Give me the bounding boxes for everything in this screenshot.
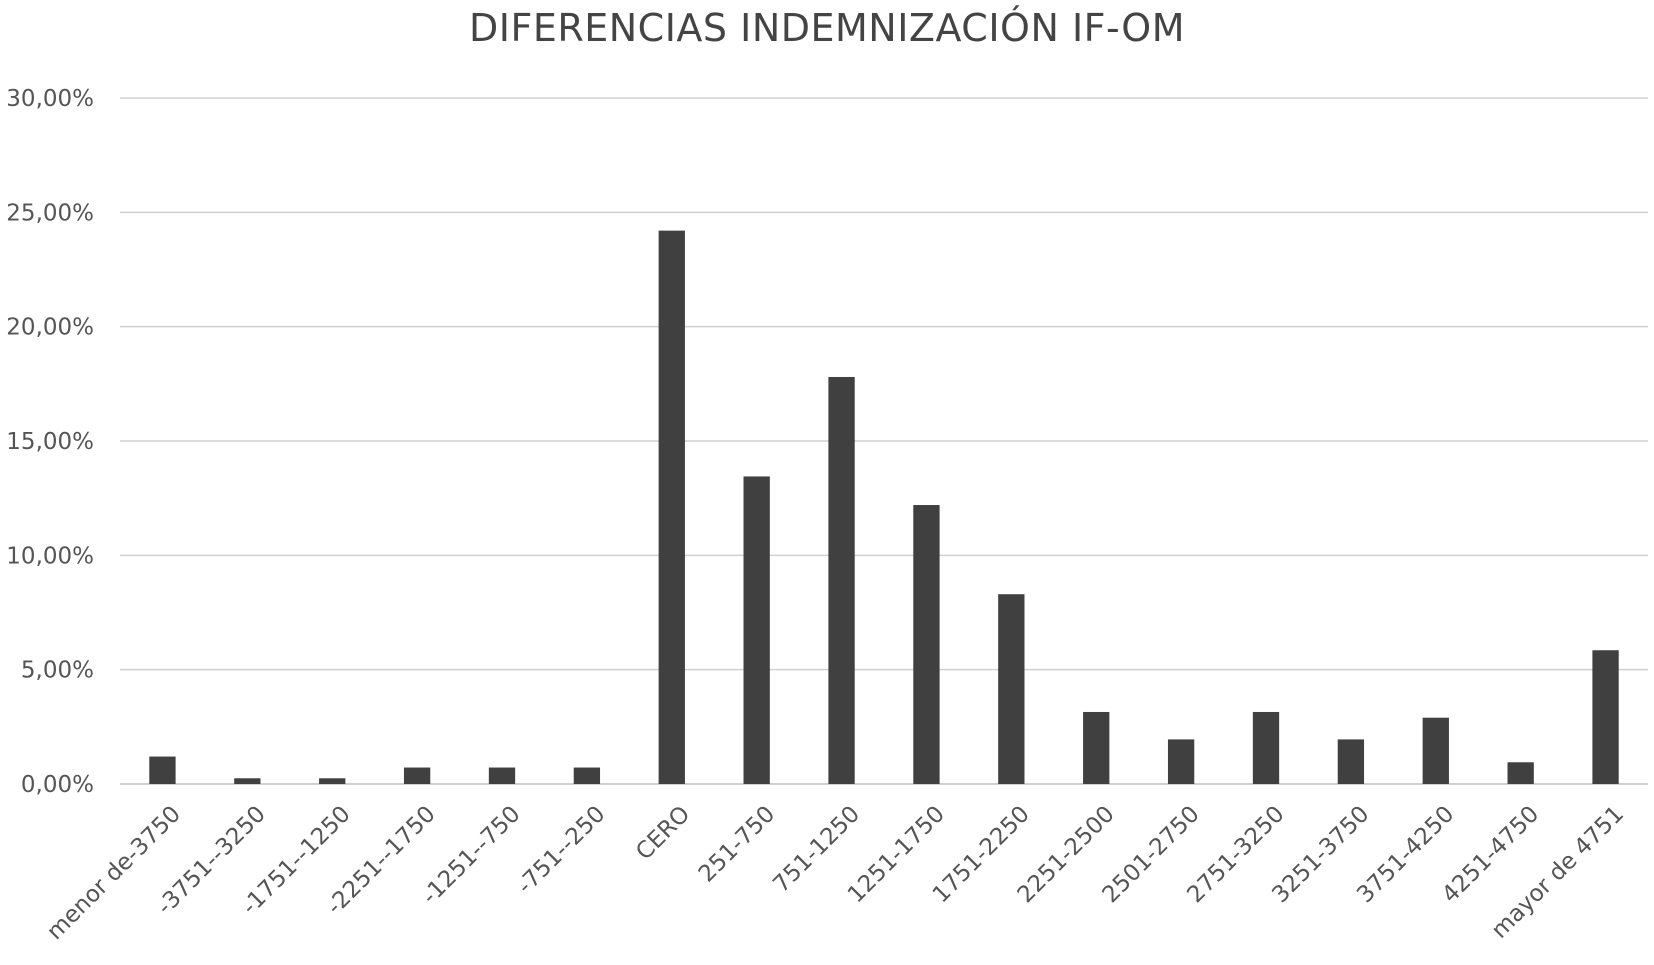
bar (658, 230, 685, 785)
bar (1507, 762, 1534, 784)
bar (913, 505, 940, 784)
y-tick-label: 5,00% (21, 658, 94, 684)
bar (1592, 650, 1619, 784)
bar (488, 767, 516, 784)
y-tick-label: 20,00% (6, 315, 94, 341)
y-tick-label: 0,00% (21, 772, 94, 798)
bar (573, 767, 601, 784)
chart-title: DIFERENCIAS INDEMNIZACIÓN IF-OM (469, 6, 1185, 50)
bar (743, 476, 770, 784)
bar (1252, 711, 1280, 784)
y-tick-label: 10,00% (6, 543, 94, 569)
bar (1337, 739, 1365, 784)
y-axis: 0,00% 5,00% 10,00% 15,00% 20,00% 25,00% 30,00% (6, 86, 94, 798)
x-tick-label: 251-750 (694, 801, 780, 887)
x-axis: menor de-3750-3751--3250-1751--1250-2251… (42, 801, 1629, 945)
bar (1422, 717, 1449, 784)
x-tick-label: -751--250 (512, 801, 610, 899)
bar (1083, 711, 1110, 784)
x-tick-label: menor de-3750 (42, 801, 186, 945)
y-tick-label: 15,00% (6, 429, 94, 455)
y-tick-label: 25,00% (6, 200, 94, 226)
bar (234, 778, 261, 784)
bars (149, 230, 1619, 785)
bar (403, 767, 431, 784)
gridlines (120, 97, 1648, 785)
bar (319, 778, 346, 784)
x-tick-label: CERO (631, 801, 695, 865)
bar (1167, 739, 1195, 784)
bar (998, 594, 1025, 784)
bar (149, 756, 176, 784)
bar (828, 376, 855, 784)
y-tick-label: 30,00% (6, 86, 94, 112)
